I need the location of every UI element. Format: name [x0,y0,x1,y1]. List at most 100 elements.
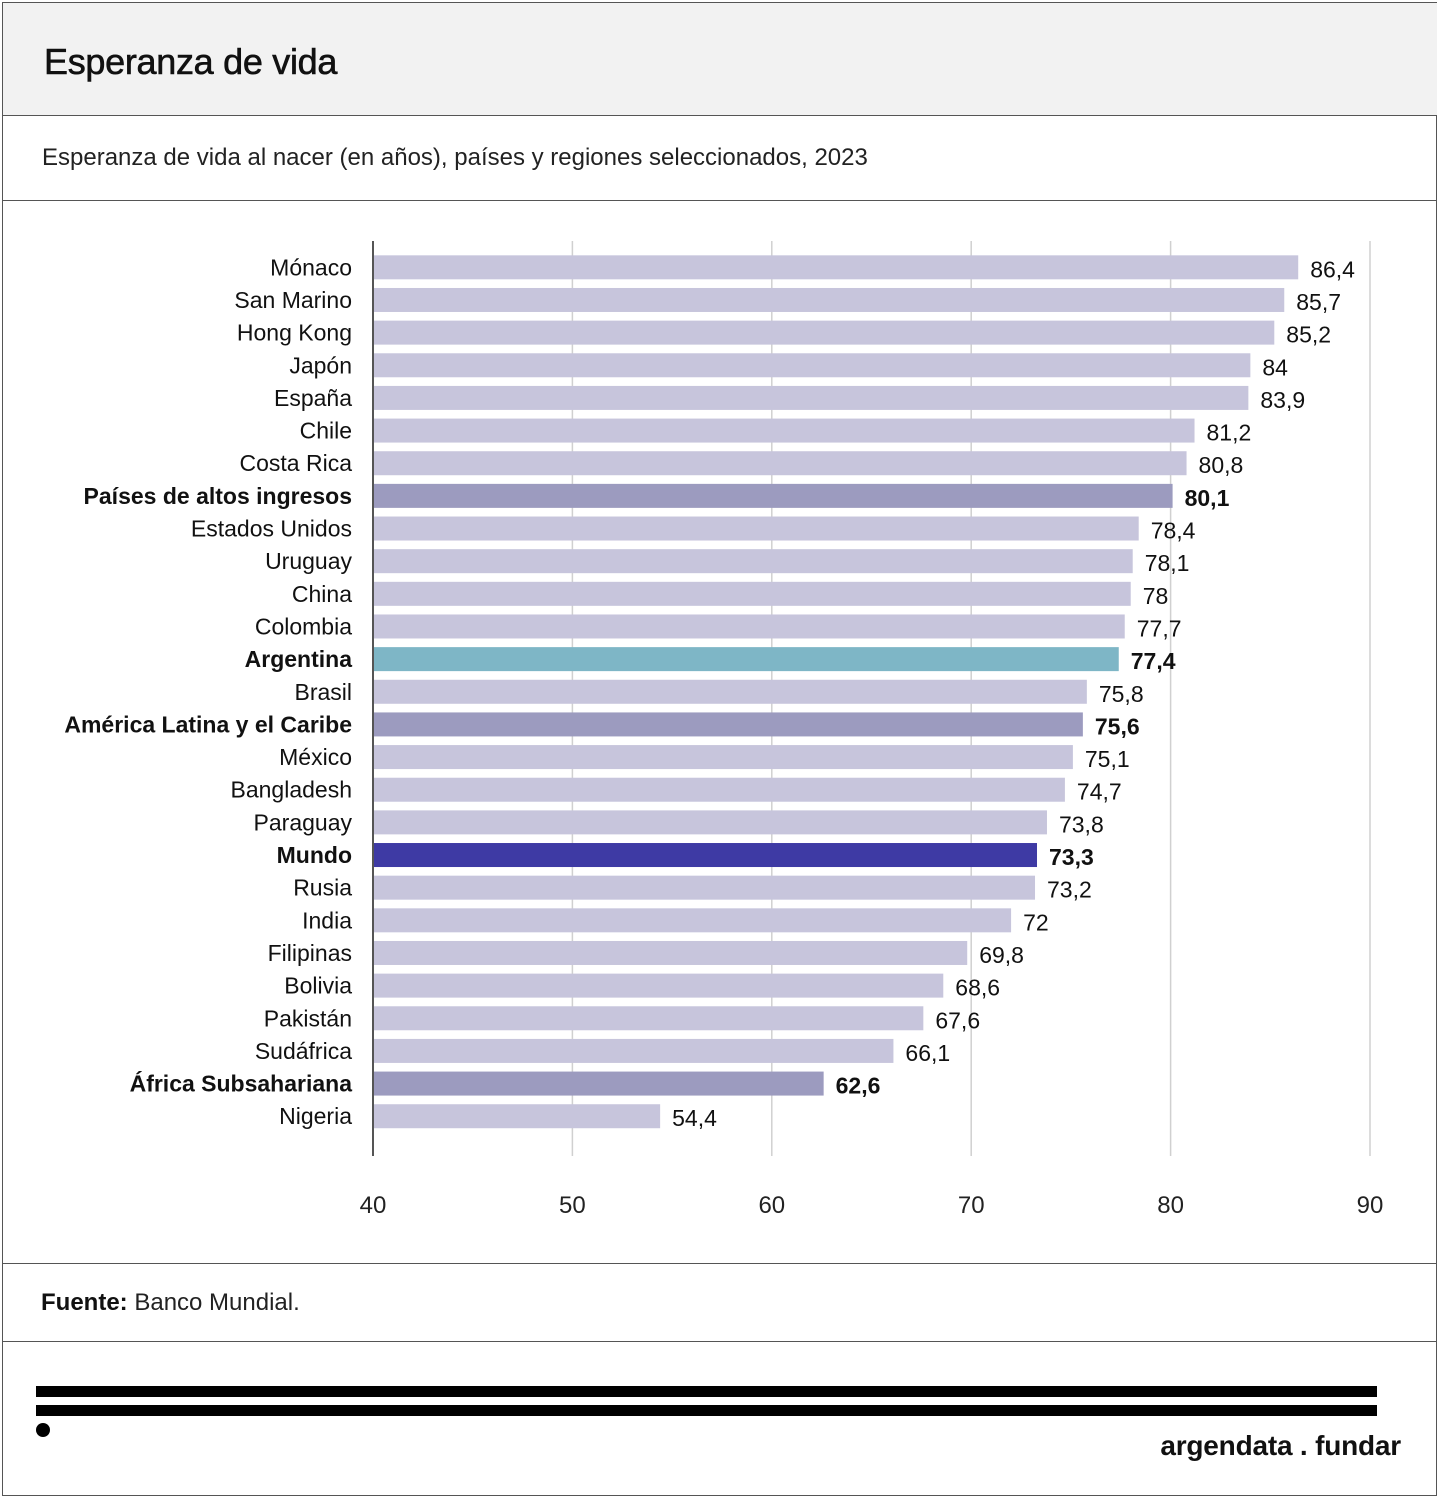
category-label: México [279,744,352,770]
bar [373,647,1119,672]
data-label: 80,1 [1185,485,1230,511]
chart-area: 40 50 60 70 80 90 Mónaco 86,4 San Marino 85,7 Hong… [0,201,1441,1263]
bar [373,712,1083,737]
data-label: 81,2 [1207,420,1252,446]
category-label: Filipinas [268,940,352,966]
bar [373,679,1087,704]
bar [373,1071,824,1096]
x-tick-label: 40 [360,1192,387,1219]
bar [373,320,1275,345]
data-label: 73,2 [1047,877,1092,903]
data-label: 84 [1262,354,1288,380]
footer-bar-top [36,1386,1377,1397]
bar [373,1104,661,1129]
bar [373,875,1036,900]
bar-chart: 40 50 60 70 80 90 Mónaco 86,4 San Marino 85,7 Hong… [64,241,1384,1219]
data-label: 73,3 [1049,844,1094,870]
bar [373,483,1173,508]
data-label: 77,7 [1137,615,1182,641]
source-text: Banco Mundial. [127,1289,300,1316]
category-label: Hong Kong [237,320,352,346]
source-note: Fuente: Banco Mundial. [41,1289,300,1317]
data-label: 85,2 [1286,322,1331,348]
category-label: África Subsahariana [130,1070,353,1097]
data-label: 78,4 [1151,518,1196,544]
page-title: Esperanza de vida [44,41,338,83]
data-label: 78 [1143,583,1169,609]
category-label: Bangladesh [231,777,353,803]
bar [373,549,1133,574]
category-label: Argentina [245,646,353,672]
bar [373,940,968,965]
category-label: Paraguay [254,809,353,835]
data-label: 77,4 [1131,648,1176,674]
bar [373,908,1012,933]
data-label: 78,1 [1145,550,1190,576]
data-label: 80,8 [1199,452,1244,478]
bar [373,255,1299,280]
category-label: Países de altos ingresos [84,483,352,509]
x-tick-label: 90 [1357,1192,1384,1219]
category-label: América Latina y el Caribe [64,711,352,737]
category-label: Bolivia [284,973,352,999]
category-label: Costa Rica [240,450,353,476]
bar [373,516,1139,541]
category-label: Mundo [277,842,352,868]
data-label: 75,6 [1095,713,1140,739]
header: Esperanza de vida [3,3,1437,116]
category-label: Chile [300,418,352,444]
category-label: San Marino [234,287,352,313]
category-label: Japón [289,352,352,378]
data-label: 62,6 [836,1073,881,1099]
bar [373,1006,924,1031]
category-label: Nigeria [279,1103,352,1129]
x-tick-label: 70 [958,1192,985,1219]
category-label: China [292,581,352,607]
category-label: India [302,907,352,933]
data-label: 74,7 [1077,779,1122,805]
category-label: Rusia [293,875,352,901]
brand-logo: argendata . fundar [1160,1430,1401,1461]
data-label: 83,9 [1260,387,1305,413]
data-label: 66,1 [905,1040,950,1066]
data-label: 68,6 [955,975,1000,1001]
bar [373,1038,894,1063]
data-label: 85,7 [1296,289,1341,315]
category-label: España [274,385,352,411]
bar [373,385,1249,410]
subtitle-row: Esperanza de vida al nacer (en años), pa… [3,116,1437,201]
bar [373,810,1047,835]
bar [373,973,944,998]
category-label: Colombia [255,613,352,639]
source-row: Fuente: Banco Mundial. [3,1263,1437,1342]
bar [373,353,1251,378]
bar [373,581,1131,606]
data-label: 86,4 [1310,256,1355,282]
chart-subtitle: Esperanza de vida al nacer (en años), pa… [42,144,868,171]
source-label: Fuente: [41,1289,128,1316]
x-tick-label: 80 [1157,1192,1184,1219]
bar [373,614,1125,639]
bar [373,287,1285,312]
footer-bar-bottom [36,1405,1377,1416]
category-label: Brasil [294,679,352,705]
data-label: 69,8 [979,942,1024,968]
bar [373,451,1187,476]
data-label: 75,8 [1099,681,1144,707]
category-label: Pakistán [264,1005,352,1031]
data-label: 72 [1023,909,1049,935]
bar [373,418,1195,443]
bar [373,843,1038,868]
data-label: 54,4 [672,1105,717,1131]
bar [373,745,1073,770]
category-label: Mónaco [270,254,352,280]
data-label: 67,6 [935,1007,980,1033]
x-tick-label: 60 [758,1192,785,1219]
category-label: Estados Unidos [191,516,352,542]
category-label: Sudáfrica [255,1038,352,1064]
bar [373,777,1065,802]
footer-dot [36,1423,50,1437]
x-tick-label: 50 [559,1192,586,1219]
data-label: 75,1 [1085,746,1130,772]
